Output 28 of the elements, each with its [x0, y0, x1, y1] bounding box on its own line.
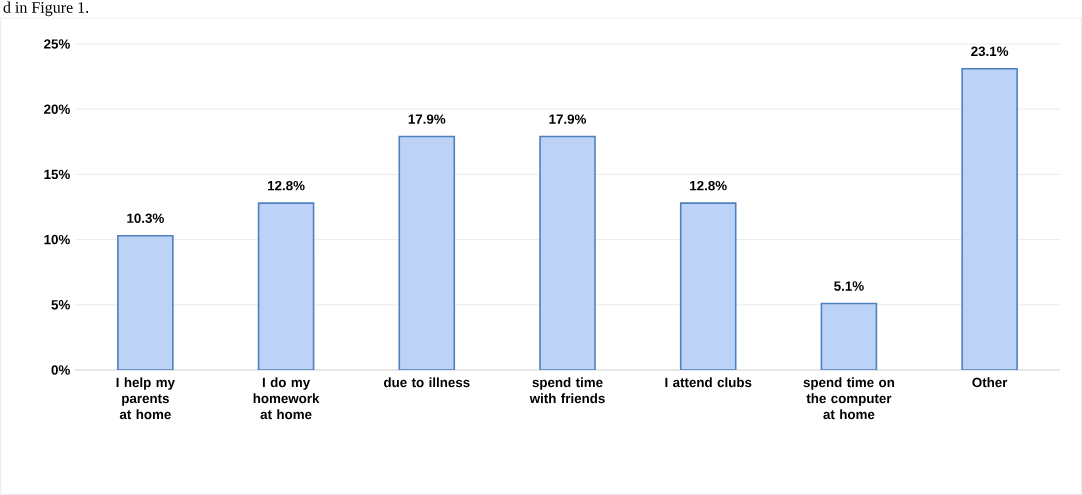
x-tick-label: spend time on the computer at home	[803, 377, 895, 420]
data-label: 5.1%	[834, 281, 864, 291]
bar	[257, 202, 315, 370]
data-label: 12.8%	[690, 180, 727, 191]
bar	[117, 234, 174, 370]
data-label: 17.9%	[408, 114, 446, 124]
bar	[961, 67, 1018, 370]
x-tick-label: Other	[972, 377, 1008, 388]
x-tick-label: I help my parents at home	[116, 377, 175, 420]
data-label: 17.9%	[549, 114, 587, 124]
bar	[820, 302, 878, 370]
x-tick-label: spend time with friends	[529, 377, 605, 404]
x-tick-label: due to illness	[383, 377, 470, 388]
text: d in Figure 1.	[3, 1, 89, 17]
y-tick-label: 25%	[44, 39, 70, 49]
data-label: 23.1%	[971, 46, 1009, 57]
x-tick-label: I attend clubs	[665, 377, 752, 388]
y-tick-label: 0%	[51, 365, 70, 375]
data-label: 10.3%	[127, 213, 164, 223]
y-tick-label: 20%	[44, 104, 70, 114]
bar	[679, 202, 737, 370]
y-tick-label: 10%	[44, 234, 70, 245]
bar	[539, 135, 596, 370]
y-tick-label: 15%	[44, 169, 70, 180]
data-label: 12.8%	[268, 180, 305, 191]
x-tick-label: I do my homework at home	[253, 377, 320, 420]
bar	[398, 135, 456, 370]
y-tick-label: 5%	[51, 300, 70, 310]
